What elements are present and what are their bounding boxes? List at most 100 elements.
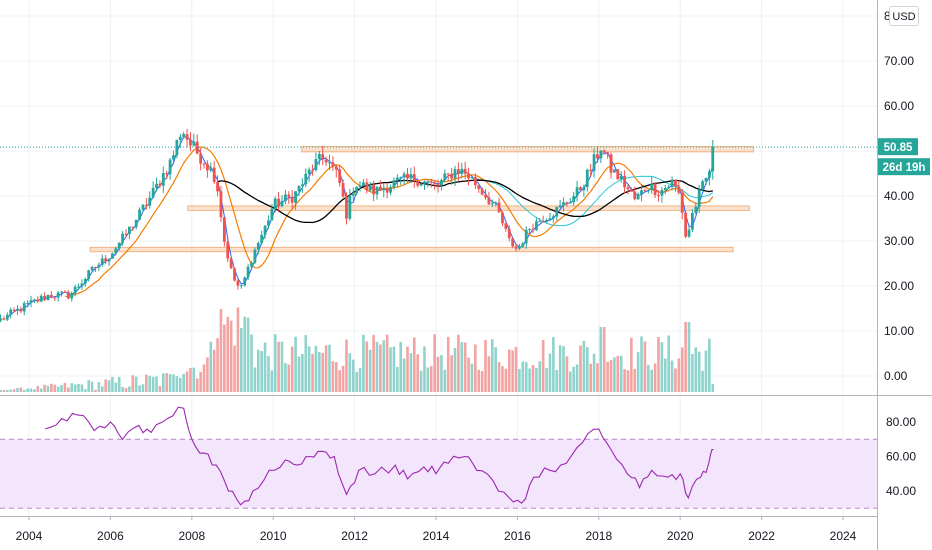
candle-body[interactable] [297, 186, 301, 192]
candle-body[interactable] [534, 221, 538, 231]
candle-body[interactable] [382, 188, 386, 191]
candle-body[interactable] [124, 233, 128, 235]
candle-body[interactable] [528, 229, 532, 231]
candle-body[interactable] [568, 202, 572, 204]
candle-body[interactable] [602, 150, 606, 153]
candle-body[interactable] [155, 183, 158, 188]
candle-body[interactable] [56, 292, 60, 298]
candle-body[interactable] [660, 190, 664, 196]
candle-body[interactable] [209, 167, 213, 171]
candle-body[interactable] [368, 184, 372, 191]
candle-body[interactable] [66, 291, 70, 299]
candle-body[interactable] [202, 163, 206, 165]
candle-body[interactable] [619, 175, 623, 180]
candle-body[interactable] [77, 286, 80, 288]
candle-body[interactable] [504, 223, 508, 229]
candle-body[interactable] [548, 218, 552, 221]
candle-body[interactable] [287, 194, 291, 197]
candle-body[interactable] [219, 191, 223, 218]
candle-body[interactable] [304, 173, 308, 185]
candle-body[interactable] [440, 180, 443, 186]
candle-body[interactable] [168, 159, 172, 175]
candle-body[interactable] [640, 190, 643, 195]
candle-body[interactable] [606, 152, 610, 155]
candle-body[interactable] [446, 173, 450, 175]
candle-body[interactable] [501, 212, 504, 224]
candle-body[interactable] [117, 242, 121, 249]
candle-body[interactable] [351, 193, 355, 196]
candle-body[interactable] [222, 217, 226, 242]
candle-body[interactable] [389, 186, 392, 193]
candle-body[interactable] [16, 308, 19, 311]
candle-body[interactable] [53, 297, 57, 299]
candle-body[interactable] [450, 173, 454, 179]
candle-body[interactable] [562, 202, 565, 206]
candle-body[interactable] [290, 196, 294, 203]
candle-body[interactable] [43, 295, 47, 300]
candle-body[interactable] [165, 173, 169, 175]
candle-body[interactable] [524, 229, 528, 244]
candle-body[interactable] [423, 181, 426, 184]
candle-body[interactable] [73, 286, 77, 294]
candle-body[interactable] [657, 195, 660, 197]
candle-body[interactable] [307, 169, 311, 174]
candle-body[interactable] [33, 299, 36, 301]
candle-body[interactable] [70, 293, 74, 299]
candle-body[interactable] [111, 253, 114, 259]
candle-body[interactable] [365, 182, 369, 191]
candle-body[interactable] [585, 169, 589, 188]
candle-body[interactable] [592, 154, 596, 172]
candle-body[interactable] [216, 181, 219, 192]
candle-body[interactable] [487, 197, 491, 205]
candle-body[interactable] [684, 212, 688, 237]
candle-body[interactable] [206, 163, 209, 171]
candle-body[interactable] [100, 258, 104, 265]
candle-body[interactable] [670, 179, 674, 187]
candle-body[interactable] [256, 242, 260, 250]
candle-body[interactable] [643, 190, 647, 192]
candle-body[interactable] [694, 206, 698, 213]
candle-body[interactable] [691, 212, 694, 230]
candle-body[interactable] [521, 243, 525, 247]
candle-body[interactable] [104, 258, 108, 262]
candle-body[interactable] [134, 219, 138, 228]
candle-body[interactable] [0, 318, 2, 321]
candle-body[interactable] [579, 187, 582, 191]
candle-body[interactable] [409, 174, 413, 179]
candle-body[interactable] [46, 294, 50, 300]
candle-body[interactable] [273, 198, 277, 209]
candle-body[interactable] [182, 134, 186, 137]
candle-body[interactable] [2, 318, 6, 320]
candle-body[interactable] [589, 169, 593, 172]
candle-body[interactable] [392, 180, 396, 187]
candle-body[interactable] [545, 220, 548, 223]
candle-body[interactable] [144, 204, 148, 206]
candle-body[interactable] [575, 187, 579, 197]
candle-body[interactable] [341, 183, 345, 197]
candle-body[interactable] [385, 188, 389, 193]
candle-body[interactable] [480, 188, 484, 195]
candle-body[interactable] [114, 248, 118, 254]
candle-body[interactable] [90, 266, 94, 271]
candle-body[interactable] [572, 196, 576, 203]
candle-body[interactable] [311, 169, 314, 171]
candle-body[interactable] [484, 194, 487, 198]
candle-body[interactable] [345, 196, 348, 219]
candle-body[interactable] [317, 154, 321, 160]
candle-body[interactable] [175, 139, 179, 156]
candle-body[interactable] [674, 179, 677, 187]
candle-body[interactable] [395, 177, 399, 181]
candle-body[interactable] [436, 184, 440, 186]
candle-body[interactable] [406, 173, 409, 179]
candle-body[interactable] [650, 183, 654, 190]
candle-body[interactable] [83, 278, 87, 284]
candle-body[interactable] [463, 168, 467, 174]
candle-body[interactable] [613, 169, 616, 173]
candle-body[interactable] [94, 266, 97, 268]
candle-body[interactable] [284, 194, 287, 201]
candle-body[interactable] [636, 194, 640, 200]
candle-body[interactable] [233, 268, 236, 281]
candle-body[interactable] [253, 249, 257, 263]
candle-body[interactable] [331, 162, 335, 167]
candle-body[interactable] [250, 262, 253, 267]
